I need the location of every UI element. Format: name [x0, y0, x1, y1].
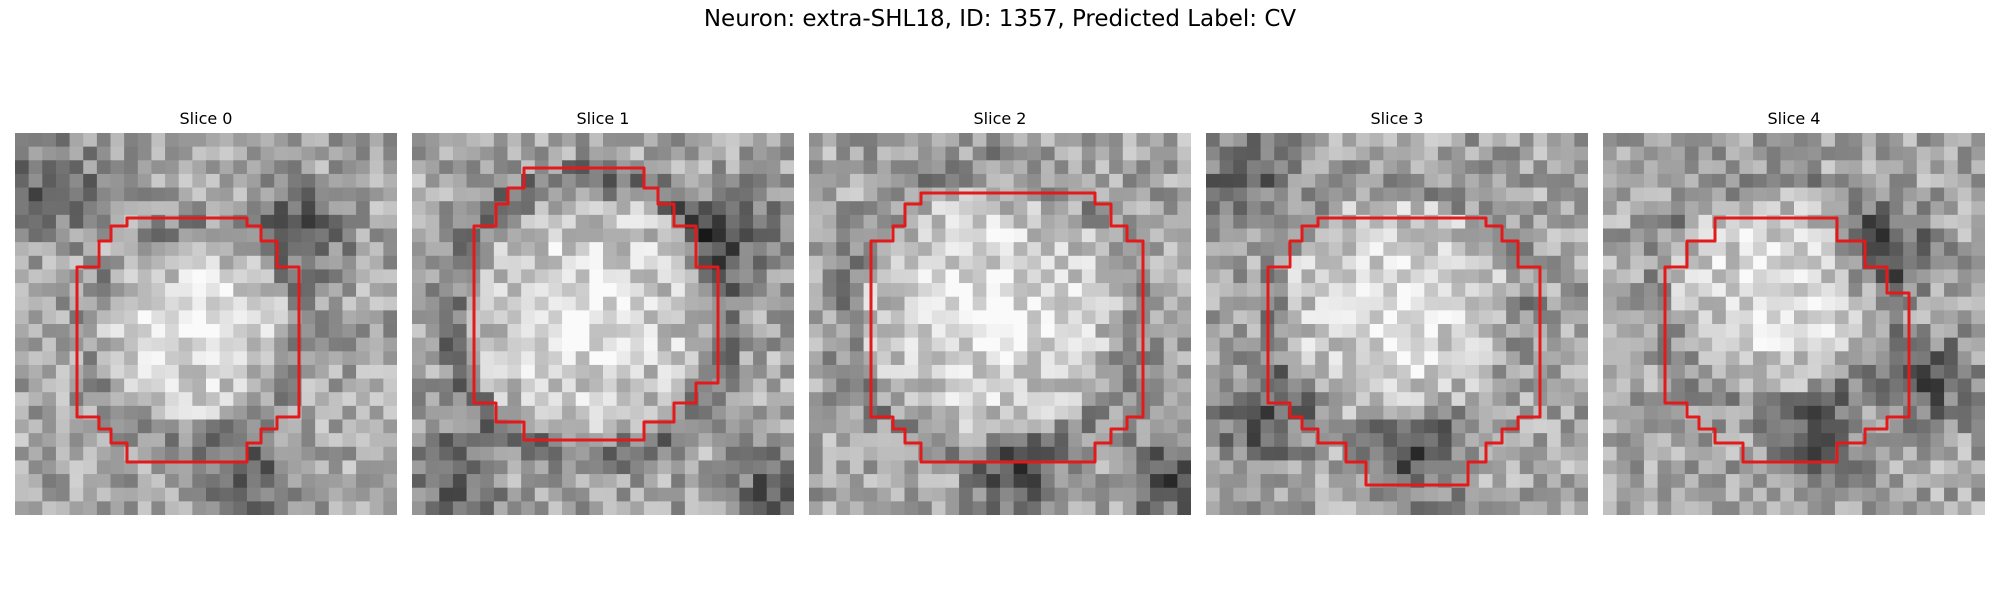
slice-title: Slice 3	[1370, 109, 1424, 128]
roi-contour	[1663, 216, 1911, 464]
slice-title: Slice 4	[1767, 109, 1821, 128]
figure-title: Neuron: extra-SHL18, ID: 1357, Predicted…	[703, 6, 1297, 32]
slice-image-panel	[15, 133, 397, 515]
slice-title: Slice 1	[576, 109, 630, 128]
roi-contour	[75, 216, 301, 464]
roi-contour	[869, 191, 1145, 464]
slice-image-panel	[1603, 133, 1985, 515]
slice-image-panel	[1206, 133, 1588, 515]
roi-contour	[1266, 216, 1542, 487]
roi-contour	[472, 166, 720, 442]
slice-title: Slice 2	[973, 109, 1027, 128]
slice-image-panel	[412, 133, 794, 515]
slice-title: Slice 0	[179, 109, 233, 128]
slice-image-panel	[809, 133, 1191, 515]
